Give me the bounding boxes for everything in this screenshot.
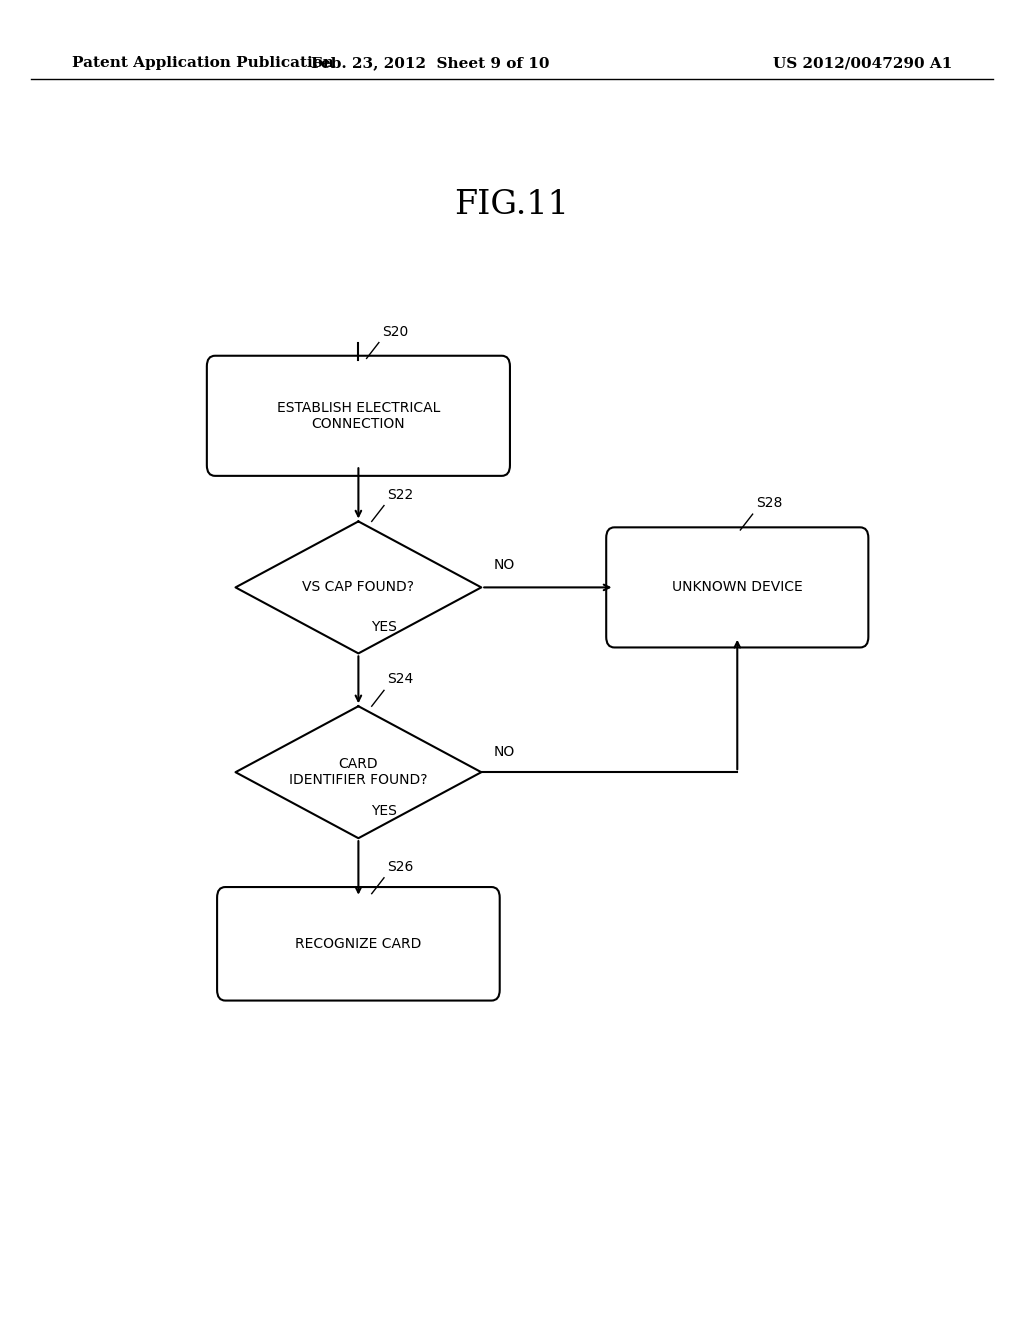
Text: Feb. 23, 2012  Sheet 9 of 10: Feb. 23, 2012 Sheet 9 of 10 [311,57,549,70]
FancyBboxPatch shape [606,527,868,647]
Text: UNKNOWN DEVICE: UNKNOWN DEVICE [672,581,803,594]
Text: YES: YES [371,804,396,818]
Text: Patent Application Publication: Patent Application Publication [72,57,334,70]
Text: S24: S24 [387,672,414,686]
Text: S26: S26 [387,859,414,874]
Text: RECOGNIZE CARD: RECOGNIZE CARD [295,937,422,950]
Text: S22: S22 [387,487,414,502]
Polygon shape [236,706,481,838]
Text: NO: NO [494,744,515,759]
Text: S28: S28 [756,496,782,510]
FancyBboxPatch shape [207,355,510,475]
Text: NO: NO [494,557,515,572]
FancyBboxPatch shape [217,887,500,1001]
Text: US 2012/0047290 A1: US 2012/0047290 A1 [773,57,952,70]
Text: CARD
IDENTIFIER FOUND?: CARD IDENTIFIER FOUND? [289,758,428,787]
Polygon shape [236,521,481,653]
Text: VS CAP FOUND?: VS CAP FOUND? [302,581,415,594]
Text: ESTABLISH ELECTRICAL
CONNECTION: ESTABLISH ELECTRICAL CONNECTION [276,401,440,430]
Text: S20: S20 [382,325,409,338]
Text: YES: YES [371,619,396,634]
Text: FIG.11: FIG.11 [455,189,569,220]
